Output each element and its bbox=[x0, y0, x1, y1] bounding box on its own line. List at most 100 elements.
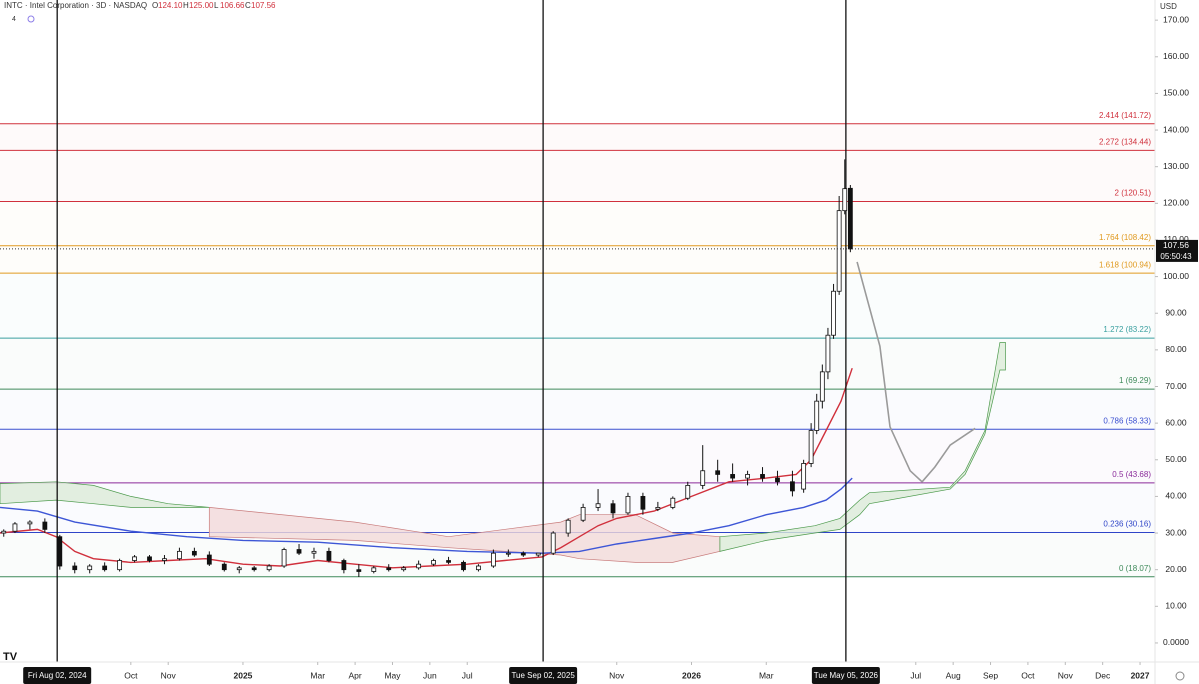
x-tick-label: Oct bbox=[1021, 670, 1035, 680]
ohlc-readout: O 124.10 H 125.00 L 106.66 C 107.56 bbox=[152, 1, 276, 10]
ohlc-value: 124.10 bbox=[158, 1, 183, 10]
crosshair-date: Tue Sep 02, 2025 bbox=[511, 671, 575, 680]
candle-body bbox=[831, 290, 836, 336]
candle-body bbox=[177, 550, 182, 560]
candle-body bbox=[386, 567, 392, 571]
fib-fill bbox=[0, 150, 1155, 201]
candle-body bbox=[836, 210, 842, 292]
x-tick-label: Apr bbox=[348, 670, 361, 680]
candle-body bbox=[565, 519, 571, 534]
y-tick-label: 150.00 bbox=[1163, 88, 1189, 98]
candle-body bbox=[700, 470, 706, 486]
x-tick-label: May bbox=[384, 670, 401, 680]
candle-body bbox=[1, 530, 7, 534]
cloud bbox=[0, 481, 210, 508]
indicator-count: 4 bbox=[12, 16, 16, 23]
y-tick-label: 60.00 bbox=[1165, 417, 1187, 427]
x-tick-label: Nov bbox=[161, 670, 177, 680]
last-price-label: 107.56 bbox=[1163, 240, 1189, 250]
ohlc-key: H bbox=[183, 1, 189, 10]
y-tick-label: 50.00 bbox=[1165, 454, 1187, 464]
candle-body bbox=[42, 521, 48, 530]
fib-label: 0.5 (43.68) bbox=[1112, 470, 1151, 479]
x-tick-label: 2025 bbox=[234, 670, 253, 680]
crosshair-date-box bbox=[509, 667, 578, 684]
currency: USD bbox=[1160, 2, 1177, 11]
series-line bbox=[0, 367, 853, 569]
fib-label: 2.414 (141.72) bbox=[1099, 111, 1151, 120]
y-tick-label: 0.0000 bbox=[1163, 637, 1189, 647]
x-tick-label: 2026 bbox=[682, 670, 701, 680]
fib-fill bbox=[0, 201, 1155, 245]
ohlc-key: C bbox=[245, 1, 251, 10]
fib-fill bbox=[0, 389, 1155, 429]
candle-body bbox=[461, 561, 466, 571]
fib-label: 2.272 (134.44) bbox=[1099, 138, 1151, 147]
x-tick-label: Aug bbox=[946, 670, 961, 680]
candle-body bbox=[311, 550, 317, 554]
x-tick-label: 2027 bbox=[1131, 670, 1150, 680]
candle-body bbox=[221, 563, 227, 571]
x-tick-label: Dec bbox=[1095, 670, 1111, 680]
fib-fill bbox=[0, 338, 1155, 389]
fib-fill bbox=[0, 246, 1155, 273]
y-tick-label: 80.00 bbox=[1165, 344, 1187, 354]
y-tick-label: 20.00 bbox=[1165, 564, 1187, 574]
candle-body bbox=[595, 503, 601, 508]
candle-body bbox=[847, 187, 853, 250]
ohlc-key: L bbox=[214, 1, 219, 10]
y-tick-label: 10.00 bbox=[1165, 601, 1187, 611]
fib-label: 1.764 (108.42) bbox=[1099, 233, 1151, 242]
candle-body bbox=[236, 567, 242, 571]
y-tick-label: 100.00 bbox=[1163, 271, 1189, 281]
candle-body bbox=[132, 556, 137, 561]
ohlc-value: 106.66 bbox=[220, 1, 245, 10]
fib-label: 1.618 (100.94) bbox=[1099, 260, 1151, 269]
candle-body bbox=[610, 503, 616, 514]
fib-label: 0 (18.07) bbox=[1119, 564, 1151, 573]
candle-body bbox=[520, 552, 526, 556]
tv-logo[interactable]: TV bbox=[3, 651, 18, 663]
symbol-title: INTC · Intel Corporation · 3D · NASDAQ bbox=[4, 1, 147, 10]
fib-label: 1 (69.29) bbox=[1119, 376, 1151, 385]
candle-body bbox=[801, 463, 807, 490]
x-tick-label: Jul bbox=[462, 670, 473, 680]
x-tick-label: Jun bbox=[423, 670, 437, 680]
candle-body bbox=[655, 506, 661, 510]
candle-body bbox=[191, 550, 197, 556]
x-tick-label: Mar bbox=[310, 670, 325, 680]
plot-area: 0 (18.07) 0.236 (30.16) 0.5 (43.68) 0.786 (… bbox=[0, 0, 1155, 662]
y-tick-label: 30.00 bbox=[1165, 527, 1187, 537]
settings-icon[interactable] bbox=[1175, 671, 1185, 681]
candle-body bbox=[625, 496, 631, 514]
countdown: 05:50:43 bbox=[1160, 252, 1192, 261]
fib-label: 1.272 (83.22) bbox=[1103, 325, 1151, 334]
candle-body bbox=[814, 400, 820, 431]
candle-body bbox=[296, 549, 302, 554]
candle-body bbox=[760, 474, 765, 479]
candle-body bbox=[842, 188, 848, 212]
x-tick-label: Nov bbox=[1058, 670, 1074, 680]
candle-body bbox=[57, 536, 63, 567]
ohlc-value: 107.56 bbox=[251, 1, 276, 10]
y-tick-label: 160.00 bbox=[1163, 51, 1189, 61]
candle-body bbox=[580, 506, 586, 521]
candle-body bbox=[685, 485, 691, 499]
candle-body bbox=[476, 565, 481, 571]
y-tick-label: 110.00 bbox=[1163, 234, 1189, 244]
ohlc-key: O bbox=[152, 1, 158, 10]
indicator-icon[interactable] bbox=[27, 15, 35, 23]
candle-body bbox=[72, 565, 78, 571]
crosshair-date: Fri Aug 02, 2024 bbox=[28, 671, 87, 680]
candle-body bbox=[87, 565, 93, 571]
candle-body bbox=[416, 563, 422, 569]
x-tick-label: Mar bbox=[759, 670, 774, 680]
candle-body bbox=[745, 474, 750, 479]
y-tick-label: 90.00 bbox=[1165, 307, 1187, 317]
ohlc-value: 125.00 bbox=[189, 1, 214, 10]
candle-body bbox=[730, 474, 736, 479]
candle-body bbox=[341, 560, 347, 571]
crosshair-date-box bbox=[23, 667, 92, 684]
